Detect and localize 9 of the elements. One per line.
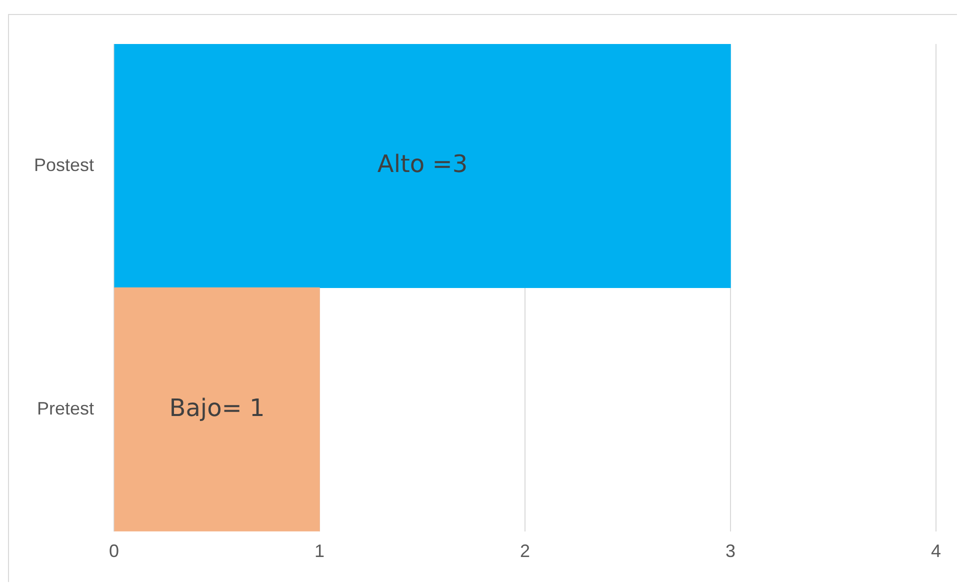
x-tick-label: 0: [109, 541, 120, 562]
y-tick-label: Pretest: [37, 398, 94, 419]
y-tick-label: Postest: [34, 154, 94, 175]
x-tick-label: 4: [930, 541, 942, 562]
data-label: Alto =3: [377, 150, 468, 178]
x-tick-label: 1: [314, 541, 325, 562]
data-label: Bajo= 1: [169, 394, 265, 422]
x-tick-label: 3: [726, 541, 736, 562]
x-tick-label: 2: [520, 541, 530, 562]
